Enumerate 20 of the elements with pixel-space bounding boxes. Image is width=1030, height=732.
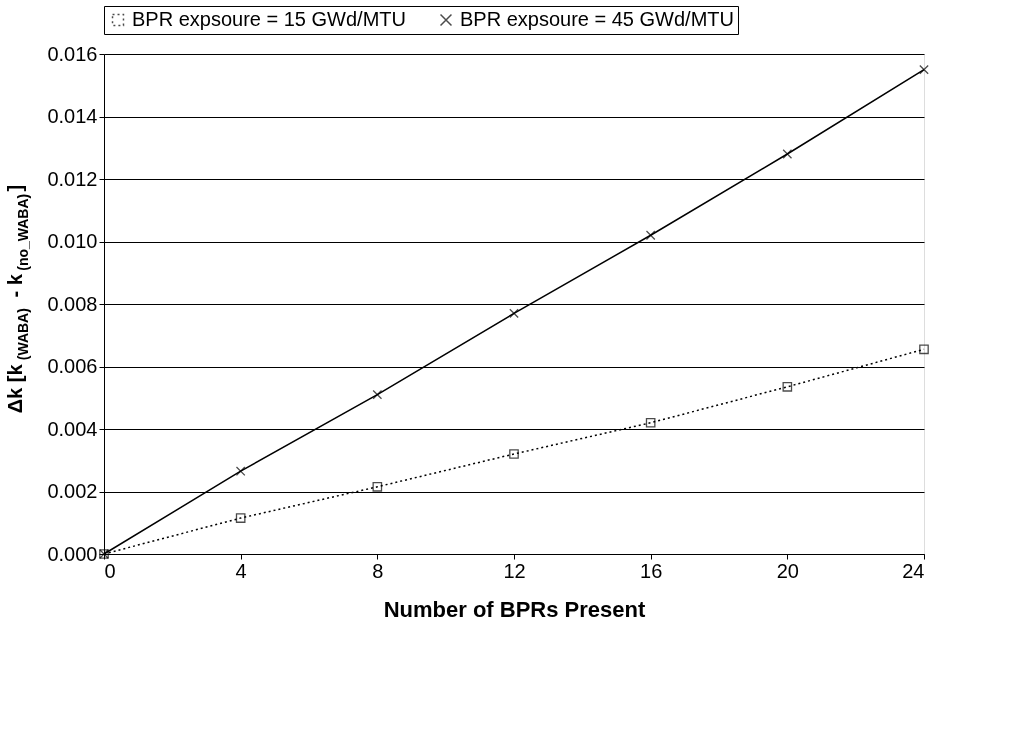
x-tick-label: 24 — [902, 559, 925, 582]
y-axis-title: Δk [k(WABA) - k(no_WABA)] — [4, 184, 31, 414]
y-tick-label: 0.008 — [47, 292, 98, 315]
y-tick-label: 0.002 — [47, 480, 98, 502]
x-tick-label: 16 — [640, 559, 663, 582]
x-tick-label: 4 — [235, 559, 247, 582]
x-axis-title: Number of BPRs Present — [383, 596, 646, 622]
y-tick-label: 0.006 — [47, 355, 98, 377]
y-tick-label: 0.004 — [47, 417, 98, 440]
x-tick-label: 20 — [776, 559, 799, 582]
y-tick-label: 0.010 — [47, 230, 98, 252]
y-tick-label: 0.014 — [47, 105, 98, 127]
y-tick-label: 0.016 — [47, 42, 98, 65]
x-tick-label: 8 — [372, 559, 384, 582]
y-tick-label: 0.012 — [47, 167, 98, 190]
y-tick-label: 0.000 — [47, 542, 98, 565]
x-tick-label: 0 — [104, 559, 116, 582]
x-tick-label: 12 — [503, 559, 526, 582]
legend-label: BPR expsoure = 15 GWd/MTU — [132, 8, 406, 30]
legend-label: BPR expsoure = 45 GWd/MTU — [460, 8, 734, 30]
